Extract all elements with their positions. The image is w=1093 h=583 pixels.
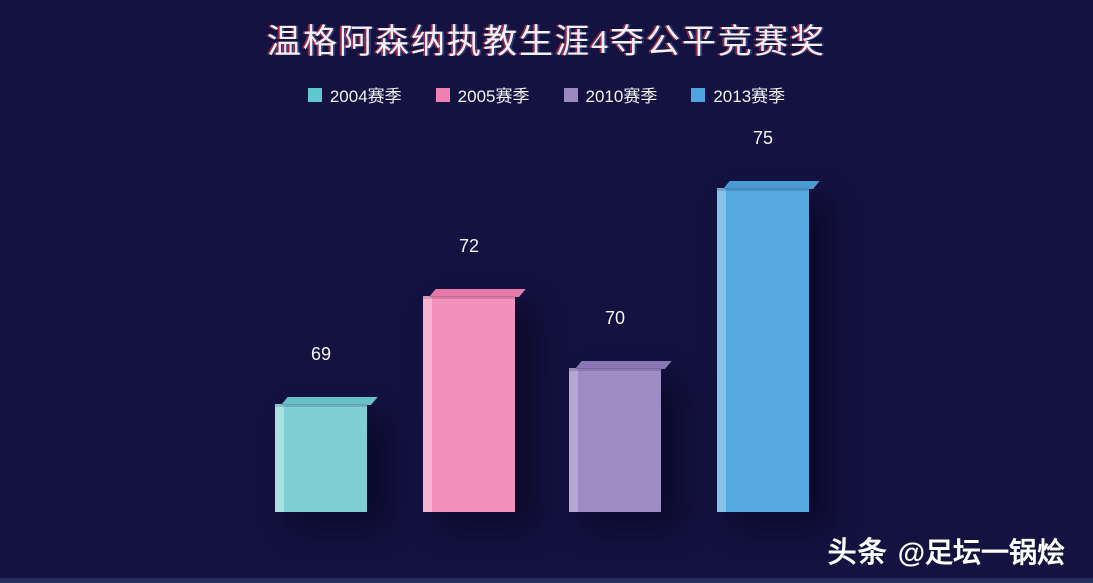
legend-label-2005: 2005赛季 xyxy=(457,87,530,106)
legend-swatch-2010 xyxy=(563,87,578,102)
bar-body-2010 xyxy=(569,361,672,512)
legend-swatch-2004 xyxy=(307,87,322,102)
bar-2004: 69 xyxy=(275,344,378,512)
watermark-author-handle: @足坛一锅烩 xyxy=(897,537,1065,568)
bar-top-bevel-2004 xyxy=(281,397,378,405)
legend-label-2010: 2010赛季 xyxy=(585,87,658,106)
bar-top-bevel-2005 xyxy=(429,289,526,297)
bar-top-bevel-2010 xyxy=(575,361,672,369)
chart-title: 温格阿森纳执教生涯4夺公平竞赛奖 xyxy=(267,24,826,61)
bar-value-label-2013: 75 xyxy=(752,128,774,148)
legend-swatch-2013 xyxy=(691,87,706,102)
bar-value-label-2004: 69 xyxy=(310,344,332,364)
legend-label-2013: 2013赛季 xyxy=(713,87,786,106)
bar-value-label-2010: 70 xyxy=(604,308,626,328)
legend-label-2004: 2004赛季 xyxy=(329,87,402,106)
footer-strip xyxy=(0,578,1093,583)
legend-item-2005: 2005赛季 xyxy=(435,82,530,107)
bar-body-2005 xyxy=(423,289,526,512)
bar-2005: 72 xyxy=(423,236,526,512)
legend-swatch-2005 xyxy=(435,87,450,102)
bar-2010: 70 xyxy=(569,308,672,512)
legend-item-2013: 2013赛季 xyxy=(691,82,785,107)
bar-top-bevel-2013 xyxy=(723,181,820,189)
bar-body-2004 xyxy=(275,397,378,512)
watermark-brand-toutiao: 头条 xyxy=(827,537,888,569)
bar-2013: 75 xyxy=(717,128,820,512)
legend-item-2004: 2004赛季 xyxy=(307,82,402,107)
legend: 2004赛季 2005赛季 2010赛季 2013赛季 xyxy=(0,82,1093,107)
legend-item-2010: 2010赛季 xyxy=(563,82,658,107)
bar-value-label-2005: 72 xyxy=(458,236,480,256)
bar-body-2013 xyxy=(717,181,820,512)
watermark: 头条 @足坛一锅烩 xyxy=(828,529,1065,571)
